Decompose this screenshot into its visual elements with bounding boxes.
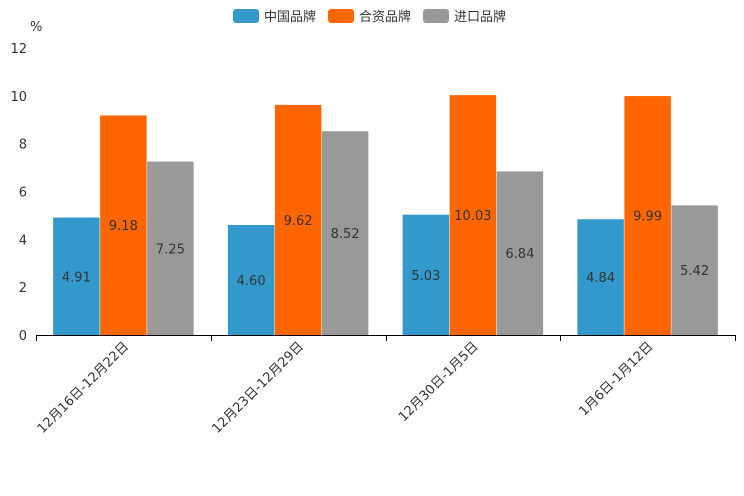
x-tick-label-3: 12月30日-1月5日 bbox=[396, 339, 482, 425]
bar-1-1 bbox=[53, 217, 100, 335]
data-label-1-4: 4.84 bbox=[586, 271, 615, 286]
data-label-1-3: 5.03 bbox=[411, 269, 440, 284]
y-tick-label-3: 6 bbox=[19, 186, 27, 201]
bar-3-2 bbox=[321, 131, 369, 335]
legend: 中国品牌 合资品牌 进口品牌 bbox=[233, 6, 506, 25]
legend-label-series-1: 中国品牌 bbox=[264, 10, 317, 25]
bar-2-3 bbox=[449, 95, 497, 335]
data-label-2-4: 9.99 bbox=[633, 210, 662, 225]
legend-swatch-series-1 bbox=[233, 8, 259, 23]
bar-2-1 bbox=[100, 115, 147, 335]
data-label-2-1: 9.18 bbox=[109, 219, 138, 234]
data-label-3-2: 8.52 bbox=[331, 227, 360, 242]
bar-3-1 bbox=[147, 161, 194, 335]
y-tick-label-5: 10 bbox=[10, 90, 27, 105]
x-tick-label-2: 12月23日-12月29日 bbox=[209, 339, 306, 436]
data-label-1-2: 4.60 bbox=[237, 274, 266, 289]
legend-swatch-series-3 bbox=[423, 8, 450, 23]
legend-item-series-2[interactable]: 合资品牌 bbox=[328, 6, 411, 25]
legend-item-series-3[interactable]: 进口品牌 bbox=[423, 6, 506, 25]
y-tick-label-6: 12 bbox=[10, 42, 27, 57]
x-tick-label-4: 1月6日-1月12日 bbox=[577, 339, 657, 419]
legend-label-series-3: 进口品牌 bbox=[454, 10, 507, 25]
bar-3-4 bbox=[671, 205, 718, 335]
data-label-3-4: 5.42 bbox=[680, 264, 709, 279]
data-label-2-2: 9.62 bbox=[284, 214, 313, 229]
data-label-2-3: 10.03 bbox=[454, 209, 491, 224]
legend-item-series-1[interactable]: 中国品牌 bbox=[233, 6, 316, 25]
bar-3-3 bbox=[496, 171, 544, 335]
bar-1-4 bbox=[577, 219, 624, 335]
y-tick-label-4: 8 bbox=[19, 138, 27, 153]
data-label-1-1: 4.91 bbox=[62, 270, 91, 285]
data-label-3-3: 6.84 bbox=[505, 247, 534, 262]
data-label-3-1: 7.25 bbox=[156, 242, 185, 257]
legend-label-series-2: 合资品牌 bbox=[359, 10, 412, 25]
bar-2-4 bbox=[624, 96, 671, 335]
y-tick-label-0: 0 bbox=[19, 329, 27, 344]
bar-1-3 bbox=[402, 214, 450, 335]
bar-2-2 bbox=[274, 104, 322, 336]
y-axis-unit: % bbox=[30, 20, 43, 35]
y-tick-label-1: 2 bbox=[19, 281, 27, 296]
legend-swatch-series-2 bbox=[328, 8, 355, 23]
x-tick-label-1: 12月16日-12月22日 bbox=[35, 339, 132, 436]
bar-1-2 bbox=[227, 224, 275, 335]
y-tick-label-2: 4 bbox=[19, 233, 27, 248]
